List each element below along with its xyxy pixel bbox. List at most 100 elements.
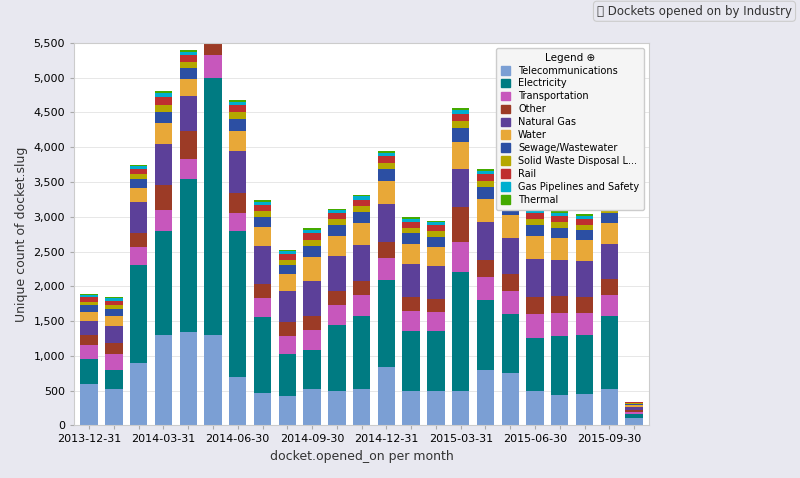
Bar <box>303 230 321 233</box>
Bar <box>328 219 346 225</box>
Bar <box>526 314 544 338</box>
Bar <box>328 225 346 236</box>
Bar <box>229 130 246 152</box>
Bar <box>254 227 271 246</box>
Bar <box>402 222 420 228</box>
Bar <box>378 258 395 280</box>
Bar <box>278 395 296 425</box>
Bar <box>576 230 594 240</box>
Bar <box>502 291 519 314</box>
Bar <box>502 189 519 192</box>
Bar <box>179 97 197 131</box>
Bar <box>551 216 569 222</box>
Bar <box>551 260 569 296</box>
Bar <box>526 259 544 297</box>
Bar <box>626 402 643 403</box>
Bar <box>204 5 222 36</box>
Bar <box>551 395 569 425</box>
Bar <box>427 222 445 225</box>
Bar <box>526 338 544 391</box>
Bar <box>81 346 98 359</box>
Bar <box>229 112 246 119</box>
Bar <box>427 221 445 222</box>
Bar <box>526 208 544 209</box>
Bar <box>303 228 321 230</box>
Bar <box>551 296 569 313</box>
Bar <box>601 244 618 279</box>
Bar <box>576 313 594 335</box>
Bar <box>353 195 370 196</box>
Bar <box>551 222 569 228</box>
Bar <box>526 391 544 425</box>
Bar <box>526 236 544 259</box>
Bar <box>254 205 271 211</box>
Bar <box>477 277 494 300</box>
Bar <box>154 97 172 106</box>
Bar <box>229 100 246 102</box>
Bar <box>502 198 519 204</box>
Bar <box>452 121 470 129</box>
Bar <box>378 242 395 258</box>
Bar <box>427 331 445 391</box>
Bar <box>601 213 618 223</box>
Bar <box>204 36 222 55</box>
Bar <box>502 216 519 238</box>
Bar <box>278 254 296 260</box>
Bar <box>427 231 445 237</box>
Bar <box>154 123 172 144</box>
Bar <box>130 248 147 265</box>
Bar <box>130 164 147 166</box>
Bar <box>353 199 370 206</box>
Bar <box>378 170 395 181</box>
Bar <box>526 297 544 314</box>
Bar <box>402 391 420 425</box>
Bar <box>130 166 147 169</box>
Bar <box>204 335 222 425</box>
Bar <box>303 233 321 240</box>
Bar <box>179 50 197 52</box>
Bar <box>551 211 569 213</box>
Bar <box>303 246 321 257</box>
Bar <box>229 152 246 193</box>
Bar <box>551 213 569 216</box>
Bar <box>502 373 519 425</box>
X-axis label: docket.opened_on per month: docket.opened_on per month <box>270 450 454 463</box>
Bar <box>130 169 147 174</box>
Bar <box>81 295 98 297</box>
Bar <box>502 274 519 291</box>
Bar <box>229 213 246 231</box>
Bar <box>378 280 395 367</box>
Bar <box>378 151 395 153</box>
Bar <box>452 391 470 425</box>
Bar <box>427 237 445 247</box>
Bar <box>402 297 420 311</box>
Bar <box>81 359 98 384</box>
Legend: Telecommunications, Electricity, Transportation, Other, Natural Gas, Water, Sewa: Telecommunications, Electricity, Transpo… <box>496 48 644 209</box>
Bar <box>130 179 147 188</box>
Bar <box>576 216 594 218</box>
Bar <box>179 62 197 68</box>
Bar <box>278 250 296 251</box>
Bar <box>328 325 346 391</box>
Bar <box>576 261 594 297</box>
Bar <box>328 236 346 256</box>
Bar <box>576 240 594 261</box>
Bar <box>328 305 346 325</box>
Bar <box>179 55 197 62</box>
Bar <box>81 321 98 335</box>
Bar <box>601 294 618 315</box>
Text: ⬛ Dockets opened on by Industry: ⬛ Dockets opened on by Industry <box>597 5 792 18</box>
Bar <box>601 223 618 244</box>
Bar <box>254 393 271 425</box>
Bar <box>452 108 470 110</box>
Bar <box>179 159 197 178</box>
Bar <box>353 212 370 223</box>
Bar <box>576 394 594 425</box>
Bar <box>278 274 296 291</box>
Bar <box>105 370 122 389</box>
Bar <box>353 295 370 316</box>
Bar <box>402 219 420 222</box>
Bar <box>154 106 172 112</box>
Bar <box>278 260 296 265</box>
Bar <box>427 299 445 312</box>
